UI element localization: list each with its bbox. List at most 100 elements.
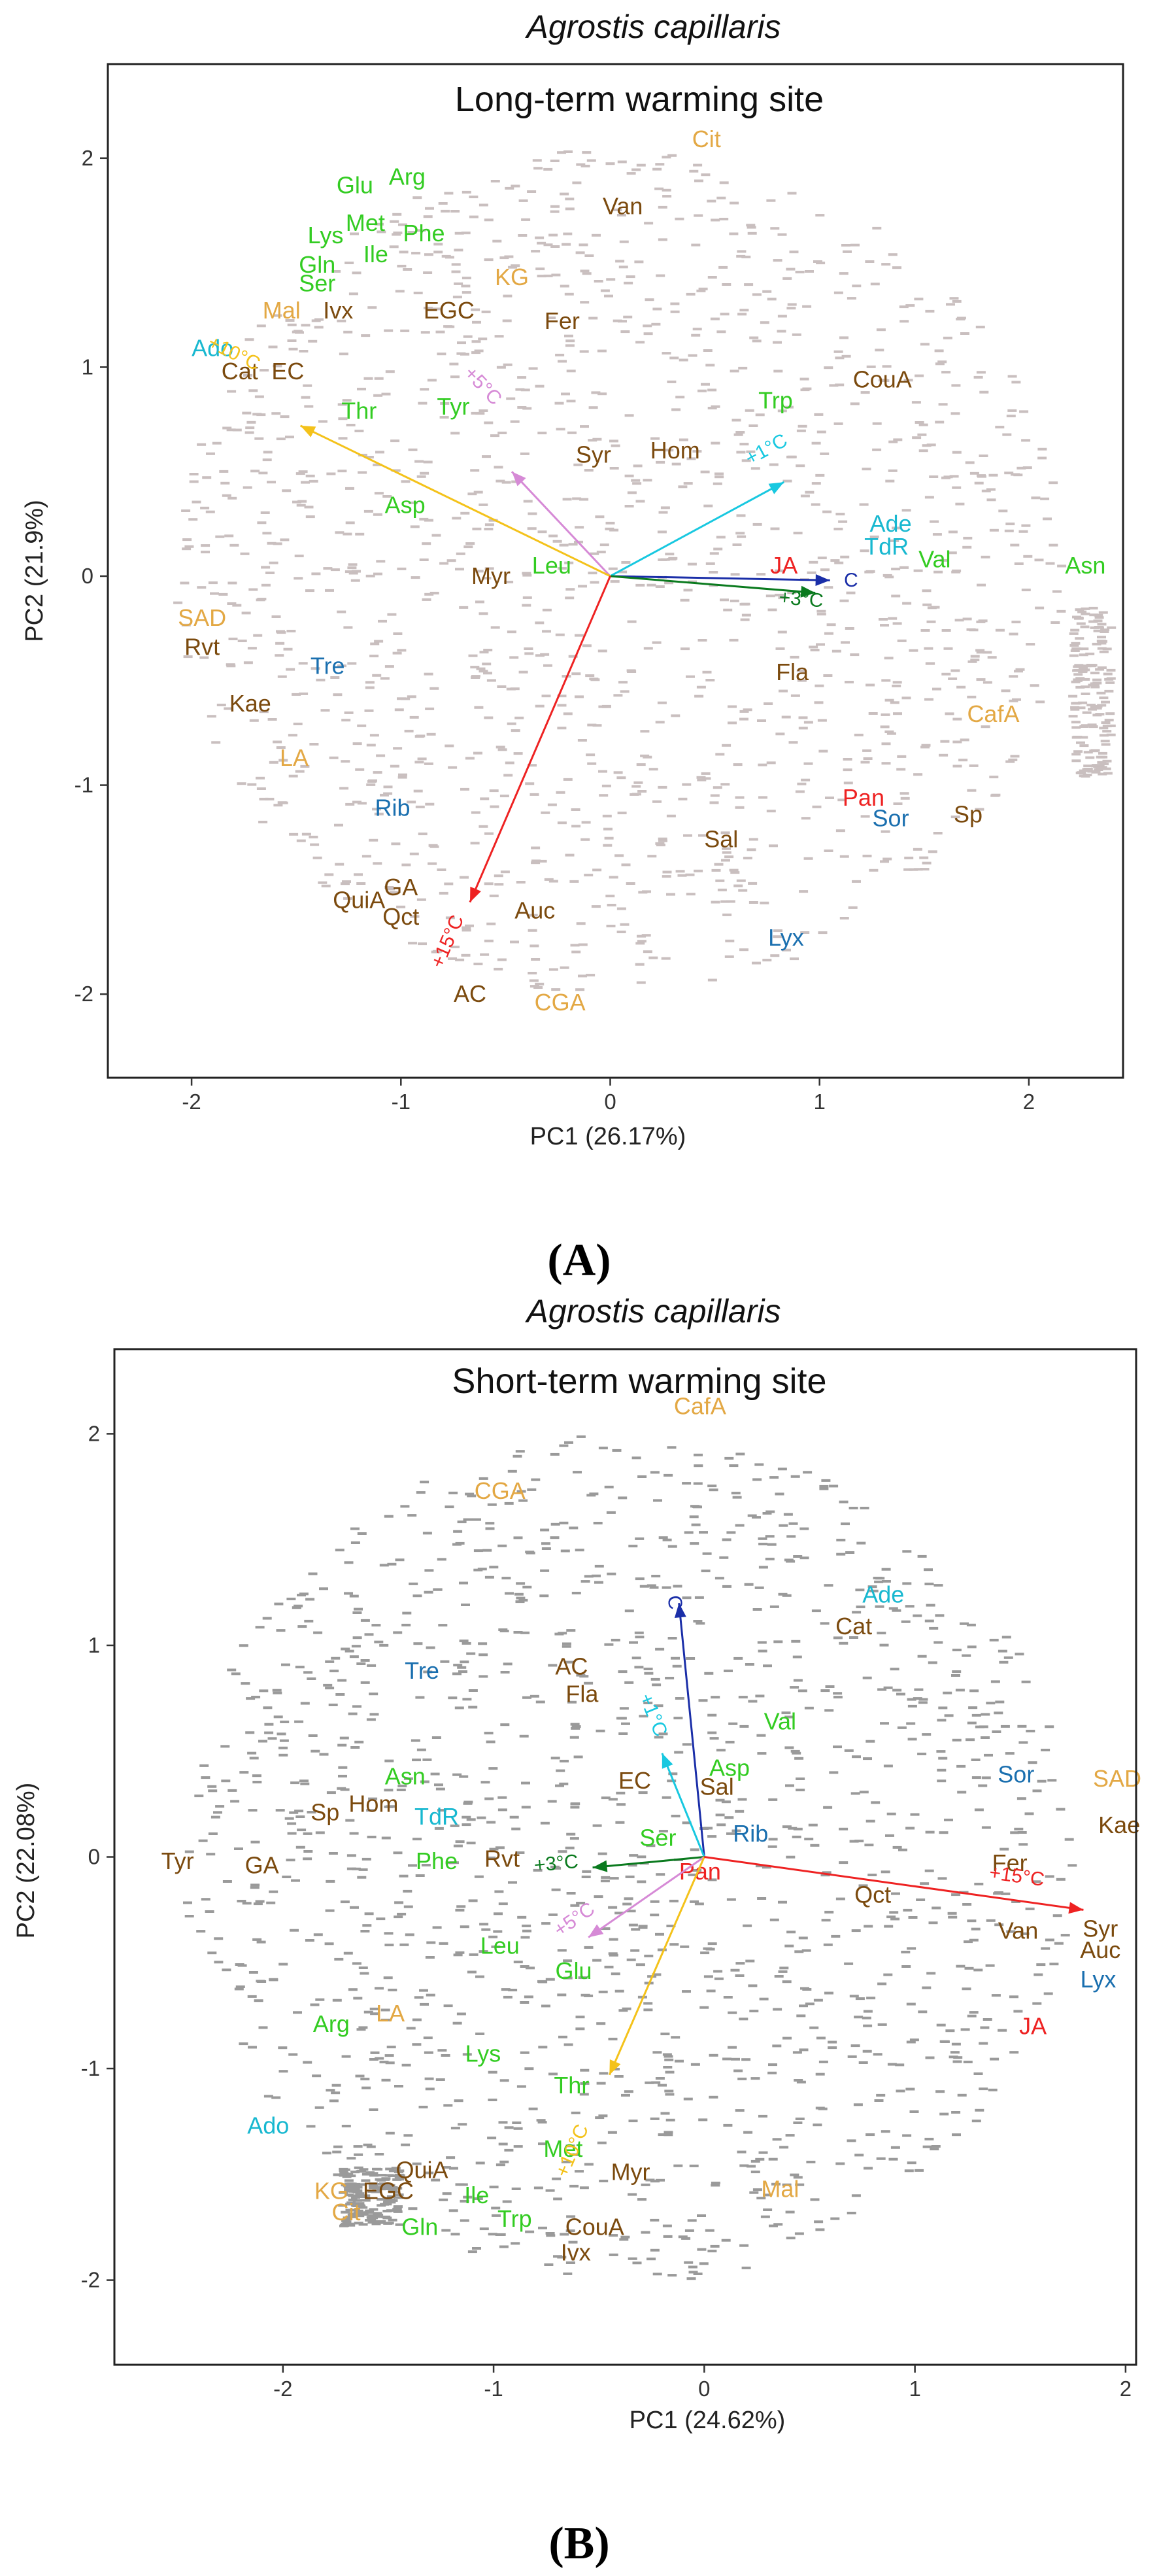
sample-point	[823, 1943, 833, 1946]
sample-point	[584, 254, 594, 257]
sample-point	[586, 1494, 596, 1497]
sample-point	[754, 1463, 764, 1466]
sample-point	[515, 1851, 525, 1854]
sample-point	[729, 232, 739, 235]
sample-point	[933, 1584, 943, 1587]
sample-point	[330, 568, 340, 572]
sample-point	[966, 1738, 975, 1742]
sample-point	[429, 591, 439, 594]
sample-point	[689, 169, 699, 173]
sample-point	[650, 1900, 660, 1903]
sample-point	[564, 292, 574, 296]
sample-point	[892, 684, 901, 687]
sample-point	[558, 360, 567, 363]
sample-point	[259, 797, 269, 800]
sample-point	[301, 324, 311, 327]
sample-point	[499, 2245, 509, 2248]
sample-point	[918, 449, 928, 453]
sample-point	[907, 2161, 916, 2165]
sample-point	[614, 854, 624, 857]
sample-point	[304, 405, 314, 408]
sample-point	[540, 1528, 550, 1532]
sample-point	[866, 1997, 876, 2000]
sample-point	[811, 482, 821, 485]
sample-point	[414, 460, 424, 463]
sample-point	[365, 686, 375, 689]
sample-point	[301, 481, 310, 484]
sample-point	[906, 2040, 916, 2044]
sample-point	[423, 2036, 433, 2040]
sample-point	[278, 2070, 288, 2073]
sample-point	[728, 705, 737, 708]
sample-point	[497, 748, 507, 751]
sample-point	[616, 214, 626, 216]
sample-point	[373, 2215, 383, 2218]
variable-label: Fer	[545, 307, 580, 334]
sample-point	[560, 1549, 570, 1553]
sample-point	[1015, 1653, 1024, 1656]
sample-point	[843, 250, 852, 253]
sample-point	[524, 652, 534, 655]
sample-point	[760, 901, 769, 904]
sample-point	[333, 2145, 343, 2148]
sample-point	[261, 583, 271, 587]
sample-point	[1077, 771, 1086, 774]
sample-point	[755, 413, 765, 417]
sample-point	[598, 1447, 608, 1450]
variable-label: Hom	[650, 437, 700, 464]
sample-point	[369, 655, 379, 658]
sample-point	[752, 2188, 762, 2191]
sample-point	[723, 2123, 733, 2127]
sample-point	[687, 2219, 697, 2222]
sample-point	[660, 558, 670, 561]
sample-point	[1088, 620, 1098, 623]
treatment-vector-label: +3°C	[533, 1851, 580, 1876]
sample-point	[855, 1589, 865, 1592]
sample-point	[357, 387, 366, 390]
sample-point	[229, 543, 239, 547]
sample-point	[249, 719, 259, 722]
sample-point	[900, 797, 910, 800]
sample-point	[792, 1835, 801, 1838]
sample-point	[934, 349, 944, 352]
sample-point	[591, 905, 601, 908]
sample-point	[720, 900, 730, 903]
sample-point	[803, 857, 813, 860]
sample-point	[1071, 721, 1081, 724]
sample-point	[405, 1933, 414, 1936]
sample-point	[207, 715, 216, 718]
sample-point	[926, 1604, 935, 1607]
sample-point	[802, 305, 812, 308]
sample-point	[521, 218, 531, 221]
sample-point	[786, 267, 796, 271]
sample-point	[455, 568, 464, 571]
sample-point	[786, 1560, 796, 1563]
sample-point	[310, 2003, 320, 2006]
sample-point	[458, 2183, 468, 2186]
sample-point	[647, 583, 656, 587]
sample-point	[586, 974, 596, 977]
sample-point	[971, 1776, 981, 1779]
sample-point	[533, 2186, 543, 2190]
sample-point	[981, 1713, 990, 1716]
sample-point	[342, 399, 352, 402]
sample-point	[431, 2178, 441, 2182]
sample-point	[1032, 2002, 1042, 2005]
sample-point	[671, 1814, 680, 1817]
sample-point	[476, 667, 486, 670]
sample-point	[723, 608, 733, 611]
variable-label: KG	[314, 2178, 348, 2205]
sample-point	[592, 868, 602, 872]
sample-point	[338, 1774, 347, 1777]
sample-point	[1005, 523, 1015, 526]
sample-point	[344, 570, 354, 574]
sample-point	[485, 1522, 495, 1525]
sample-point	[860, 549, 869, 553]
sample-point	[1074, 617, 1084, 620]
sample-point	[578, 585, 587, 588]
sample-point	[556, 791, 565, 794]
sample-point	[631, 168, 641, 171]
sample-point	[391, 842, 401, 846]
sample-point	[414, 1996, 424, 1999]
sample-point	[1011, 381, 1021, 384]
